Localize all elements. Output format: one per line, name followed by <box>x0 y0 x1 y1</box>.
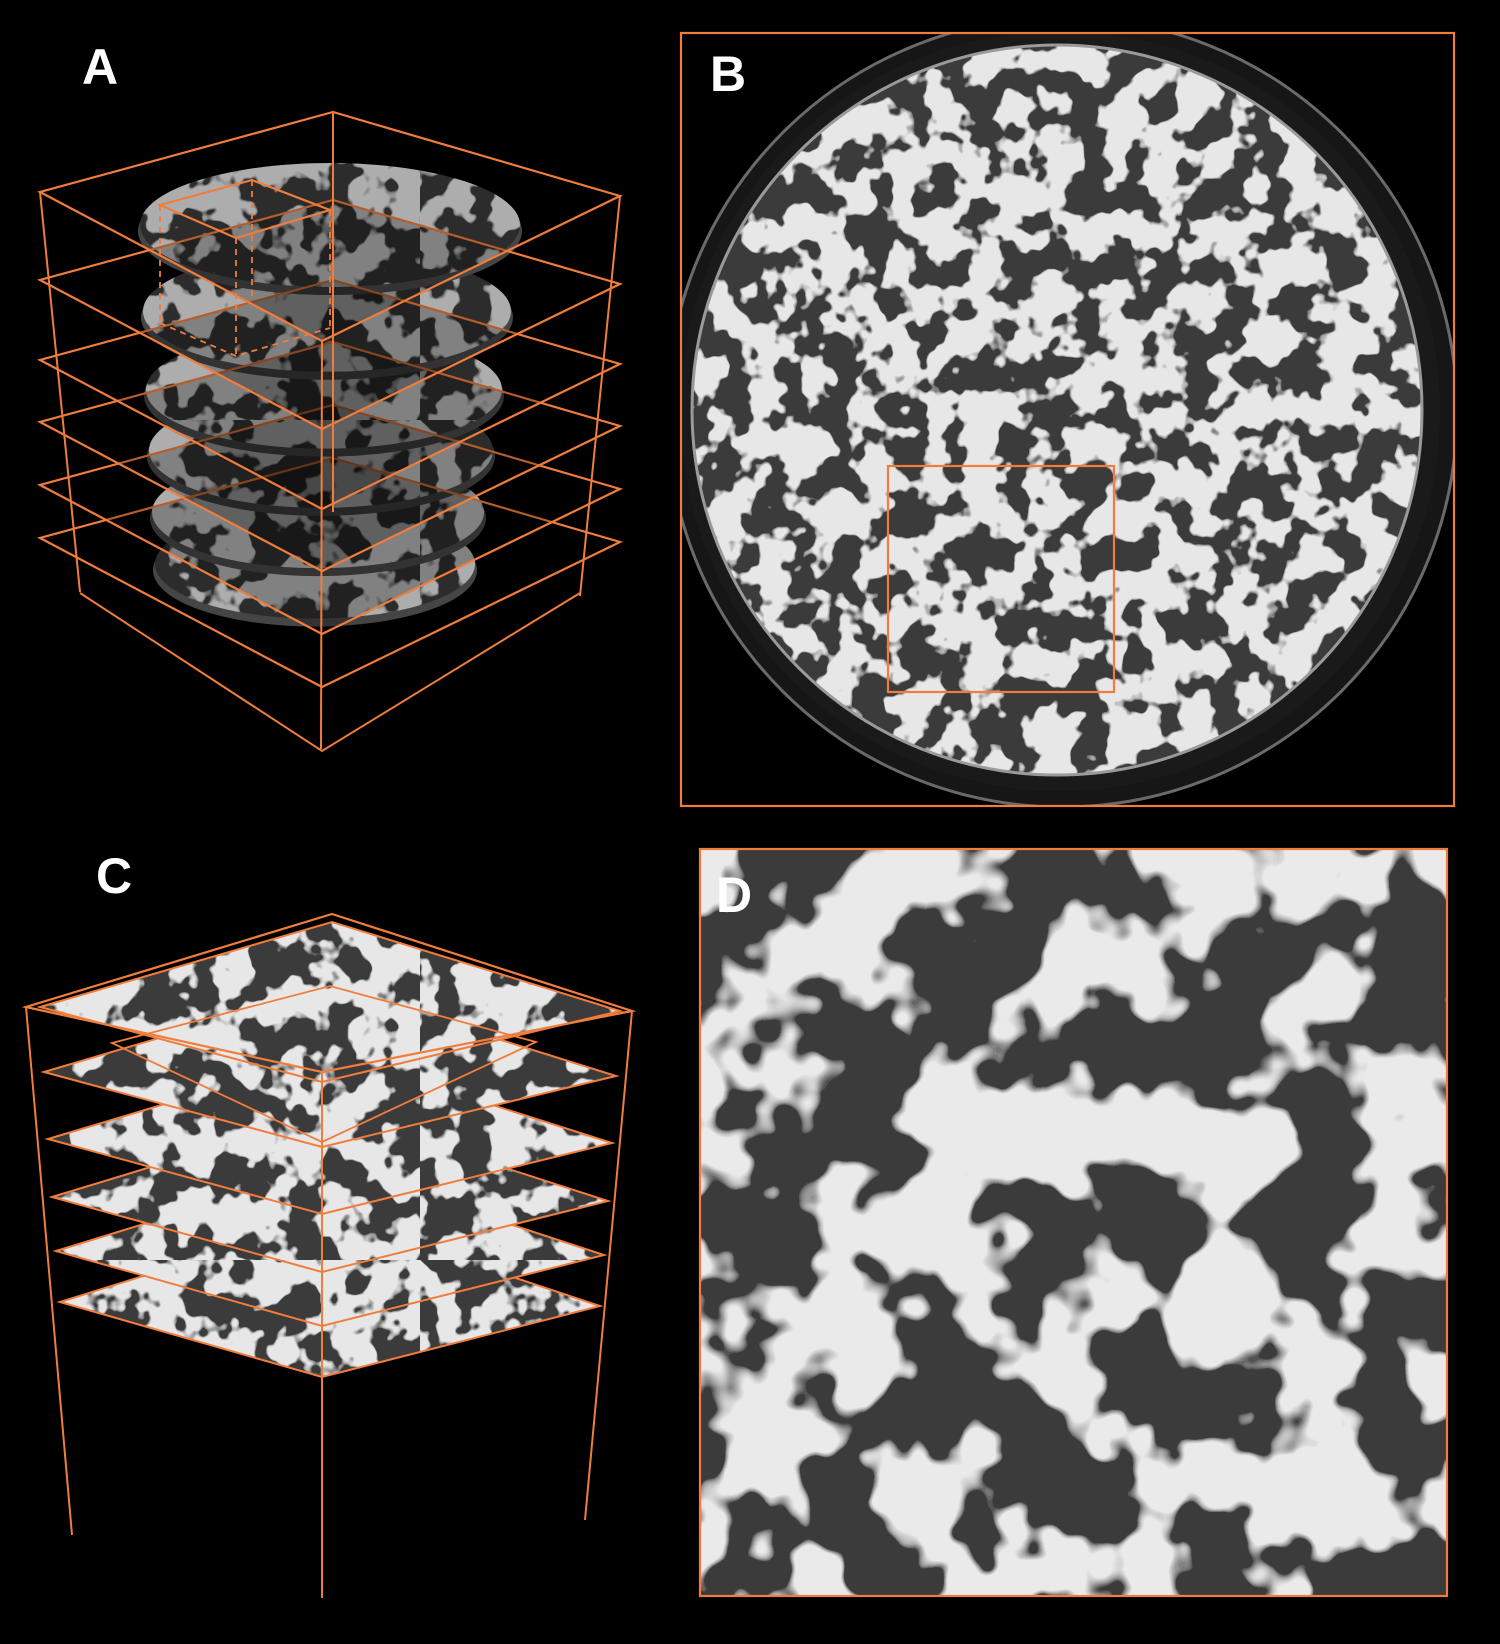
panel-b-label: B <box>710 46 746 102</box>
panel-b: B <box>679 31 1456 808</box>
panel-c-label: C <box>96 848 132 904</box>
panel-d-frame <box>698 847 1449 1598</box>
box-edge <box>320 340 323 750</box>
roi-subbox-bottom <box>159 322 331 357</box>
box-bottom-edge <box>79 592 581 753</box>
panel-c-slice-stack <box>36 920 624 1379</box>
panel-b-frame <box>679 31 1456 808</box>
box-edge <box>39 191 81 593</box>
inner-plane <box>109 985 539 1143</box>
panel-a-label: A <box>82 39 118 95</box>
panel-d: D <box>698 847 1449 1598</box>
zoomed-lung-region <box>700 849 1447 1596</box>
slice-plane <box>37 340 624 573</box>
panel-a: A <box>37 39 624 753</box>
panel-b-roi-box <box>886 464 1116 694</box>
slice-plane <box>37 456 624 689</box>
lung-cross-section <box>692 45 1422 775</box>
box-edge <box>584 1010 633 1521</box>
panel-c-outline-box <box>21 912 637 1598</box>
box-edge <box>25 1006 73 1536</box>
panel-d-label: D <box>716 867 752 923</box>
panel-c: C <box>21 848 637 1598</box>
box-edge <box>579 195 621 597</box>
panel-a-outline-box <box>37 110 624 753</box>
slice-plane <box>37 403 624 636</box>
